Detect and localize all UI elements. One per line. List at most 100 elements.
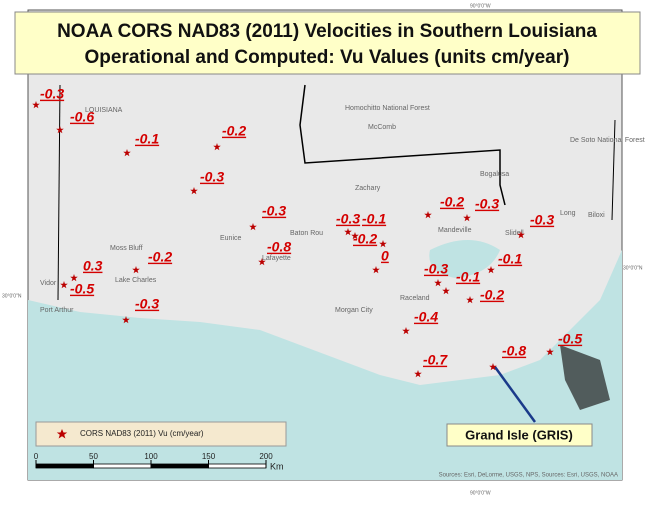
scale-label: 0	[34, 452, 39, 461]
station-marker	[414, 370, 422, 378]
station-marker	[258, 258, 266, 266]
station-marker	[424, 211, 432, 219]
station-marker	[190, 187, 198, 195]
place-label: Mandeville	[438, 227, 472, 234]
callout-line	[493, 366, 537, 423]
place-label: Raceland	[400, 295, 430, 302]
station-marker	[487, 266, 495, 274]
station-value: -0.5	[70, 281, 94, 297]
station-value: -0.7	[423, 352, 448, 368]
graticule-label: 30°0'0"N	[623, 265, 643, 271]
station-value: -0.3	[475, 196, 499, 212]
station-value: -0.1	[362, 211, 386, 227]
place-label: Baton Rou	[290, 230, 323, 237]
station-marker	[546, 348, 554, 356]
station-value: -0.2	[148, 249, 172, 265]
scale-label: 200	[259, 452, 273, 461]
sources: Sources: Esri, DeLorme, USGS, NPS, Sourc…	[439, 473, 618, 479]
lake-pontchartrain	[429, 240, 500, 278]
station-value: -0.3	[135, 296, 159, 312]
place-label: Port Arthur	[40, 307, 74, 314]
station-value: -0.2	[480, 287, 504, 303]
title-line1: NOAA CORS NAD83 (2011) Velocities in Sou…	[57, 21, 597, 42]
station-value: -0.3	[200, 169, 224, 185]
station-value: 0	[381, 248, 389, 264]
graticule-label: 90°0'0"W	[470, 490, 491, 496]
place-label: Lake Charles	[115, 277, 157, 284]
state-boundary-east	[611, 119, 616, 221]
station-value: -0.6	[70, 109, 94, 125]
delta	[560, 345, 610, 410]
scale-label: 100	[144, 452, 158, 461]
place-label: Morgan City	[335, 307, 373, 314]
station-value: -0.3	[262, 203, 286, 219]
station-marker	[56, 126, 64, 134]
place-label: Bogalusa	[480, 171, 509, 178]
place-label: LOUISIANA	[85, 107, 123, 114]
station-value: -0.4	[414, 309, 438, 325]
scale-label: 150	[202, 452, 216, 461]
station-marker	[249, 223, 257, 231]
scale-label: 50	[89, 452, 98, 461]
place-label: Homochitto National Forest	[345, 105, 430, 112]
station-marker	[489, 363, 497, 371]
callout-box	[446, 423, 593, 447]
station-marker	[434, 279, 442, 287]
scale-segment	[208, 463, 267, 469]
scale-unit: Km	[270, 461, 284, 471]
station-value: -0.3	[336, 211, 360, 227]
station-value: -0.3	[530, 212, 554, 228]
station-value: -0.8	[267, 239, 291, 255]
station-value: -0.2	[440, 194, 464, 210]
place-label: Vidor	[40, 280, 57, 287]
scale-segment	[150, 463, 209, 469]
title-box	[14, 11, 641, 75]
station-marker	[463, 214, 471, 222]
station-marker	[379, 240, 387, 248]
place-label: Slidell	[505, 230, 524, 237]
station-value: -0.2	[353, 231, 377, 247]
place-label: De Soto National Forest	[570, 137, 645, 144]
station-value: -0.1	[456, 269, 480, 285]
place-label: Zachary	[355, 185, 381, 192]
graticule-label: 30°0'0"N	[2, 293, 22, 299]
station-value: -0.8	[502, 343, 526, 359]
station-value: -0.1	[498, 251, 522, 267]
place-label: Biloxi	[588, 212, 605, 219]
station-value: -0.1	[135, 131, 159, 147]
station-marker	[344, 228, 352, 236]
station-marker	[132, 266, 140, 274]
place-label: Eunice	[220, 235, 242, 242]
station-value: 0.3	[83, 258, 103, 274]
place-label: Long	[560, 210, 576, 217]
station-marker	[60, 281, 68, 289]
station-marker	[466, 296, 474, 304]
station-marker	[32, 101, 40, 109]
legend-box	[35, 421, 287, 447]
station-value: -0.3	[424, 261, 448, 277]
station-value: -0.3	[40, 86, 64, 102]
callout-label: Grand Isle (GRIS)	[465, 427, 573, 442]
state-boundary-west	[57, 84, 61, 301]
station-marker	[213, 143, 221, 151]
station-marker	[372, 266, 380, 274]
place-label: McComb	[368, 124, 396, 131]
graticule-label: 90°0'0"W	[470, 3, 491, 9]
station-marker	[351, 232, 359, 240]
legend-symbol	[56, 429, 68, 439]
state-boundary	[299, 84, 506, 206]
station-marker	[122, 316, 130, 324]
legend-label: CORS NAD83 (2011) Vu (cm/year)	[80, 429, 204, 438]
station-value: -0.2	[222, 123, 246, 139]
place-label: Moss Bluff	[110, 245, 143, 252]
station-marker	[442, 287, 450, 295]
station-marker	[402, 327, 410, 335]
place-label: Lafayette	[262, 255, 291, 262]
station-marker	[70, 274, 78, 282]
scale-segment	[93, 463, 152, 469]
station-marker	[123, 149, 131, 157]
scale-segment	[35, 463, 94, 469]
station-value: -0.5	[558, 331, 582, 347]
station-marker	[517, 231, 525, 239]
